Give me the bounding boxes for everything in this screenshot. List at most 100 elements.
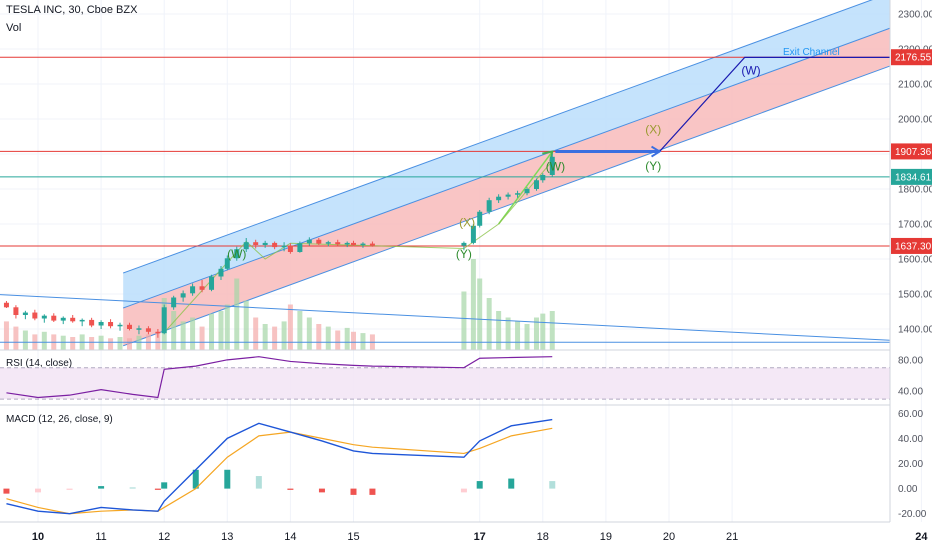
- volume-bar: [262, 324, 268, 350]
- candle[interactable]: [209, 274, 215, 292]
- candle[interactable]: [117, 322, 123, 331]
- candle[interactable]: [524, 187, 530, 196]
- price-tag-label: 2176.55: [895, 53, 932, 64]
- candle[interactable]: [234, 246, 240, 261]
- candle[interactable]: [360, 242, 366, 248]
- volume-bar: [136, 335, 142, 350]
- candle[interactable]: [51, 313, 57, 322]
- candle[interactable]: [272, 241, 278, 250]
- volume-bar: [477, 278, 483, 350]
- candle-body: [51, 315, 57, 321]
- candle[interactable]: [461, 241, 467, 251]
- volume-bar: [60, 335, 66, 350]
- channel-lower-line[interactable]: [123, 0, 932, 347]
- channel-upper-zone[interactable]: [123, 0, 932, 308]
- channel-upper-line[interactable]: [123, 0, 932, 274]
- macd-histogram-bar: [154, 488, 161, 490]
- candle-body: [218, 268, 224, 277]
- candle[interactable]: [171, 295, 177, 310]
- candle[interactable]: [98, 320, 104, 329]
- candle[interactable]: [161, 304, 167, 335]
- time-tick-label: 11: [95, 531, 106, 543]
- candle[interactable]: [190, 283, 196, 296]
- candle[interactable]: [281, 242, 287, 252]
- channel-middle-line[interactable]: [123, 0, 932, 309]
- volume-bar: [126, 338, 132, 350]
- wave-label: (W): [546, 159, 565, 173]
- candle[interactable]: [224, 255, 230, 271]
- candle[interactable]: [108, 319, 114, 329]
- candle[interactable]: [89, 317, 95, 328]
- candle[interactable]: [470, 224, 476, 245]
- macd-histogram-bar: [318, 488, 325, 493]
- drawing-lines[interactable]: [0, 56, 932, 350]
- candle[interactable]: [136, 325, 142, 335]
- candle[interactable]: [180, 290, 186, 302]
- price-tick-label: 1500.00: [898, 290, 932, 301]
- candle[interactable]: [3, 301, 9, 308]
- candle-body: [262, 242, 268, 245]
- candle[interactable]: [287, 243, 293, 254]
- candle[interactable]: [369, 241, 375, 247]
- candle[interactable]: [70, 315, 76, 323]
- candle[interactable]: [41, 314, 47, 323]
- candle[interactable]: [496, 194, 502, 203]
- time-axis[interactable]: 101112131415171819202124252627: [32, 531, 932, 543]
- candle[interactable]: [335, 239, 341, 246]
- candle[interactable]: [13, 305, 19, 319]
- volume-bar: [70, 337, 76, 350]
- candle[interactable]: [344, 241, 350, 248]
- candle[interactable]: [262, 240, 268, 248]
- green-wave-arrow[interactable]: [498, 151, 553, 225]
- candle[interactable]: [533, 178, 539, 191]
- candle[interactable]: [477, 210, 483, 228]
- macd-histogram-bar: [369, 488, 376, 495]
- candle[interactable]: [199, 280, 205, 293]
- candle[interactable]: [60, 316, 66, 325]
- candle[interactable]: [297, 241, 303, 253]
- macd-histogram-bar: [3, 488, 10, 494]
- candle[interactable]: [243, 238, 249, 252]
- price-tick-label: 1700.00: [898, 220, 932, 231]
- candle[interactable]: [126, 322, 132, 331]
- channel-lower-zone[interactable]: [123, 0, 932, 346]
- descending-trendline[interactable]: [0, 293, 932, 350]
- candle-body: [287, 245, 293, 252]
- wave-label: (W): [741, 64, 760, 78]
- candle[interactable]: [351, 240, 356, 247]
- regression-channel[interactable]: [123, 0, 932, 347]
- candle[interactable]: [486, 197, 492, 215]
- price-tag-label: 1834.61: [895, 172, 932, 183]
- candle[interactable]: [32, 309, 38, 321]
- candle[interactable]: [325, 240, 331, 247]
- volume-bar: [3, 321, 9, 350]
- candle[interactable]: [22, 310, 28, 320]
- candle[interactable]: [79, 318, 85, 327]
- time-tick-label: 21: [726, 531, 738, 543]
- macd-line[interactable]: [6, 418, 553, 515]
- wave-label: (Y): [645, 159, 661, 173]
- volume-bar: [540, 313, 546, 350]
- candle[interactable]: [218, 266, 224, 280]
- candle[interactable]: [549, 154, 555, 177]
- rsi-line[interactable]: [6, 356, 553, 399]
- candle[interactable]: [540, 173, 546, 183]
- candle-body: [470, 225, 476, 243]
- candle[interactable]: [306, 237, 312, 246]
- rsi-pane[interactable]: 80.00 40.00: [0, 355, 923, 400]
- candle[interactable]: [145, 326, 151, 335]
- volume-bar: [98, 335, 104, 350]
- candle[interactable]: [316, 238, 322, 245]
- candle[interactable]: [505, 192, 511, 200]
- candle[interactable]: [515, 190, 521, 198]
- macd-pane[interactable]: 60.00 40.00 20.00 0.00 -20.00: [3, 409, 927, 520]
- candle[interactable]: [155, 329, 161, 338]
- macd-histogram-bar: [549, 481, 556, 489]
- candle[interactable]: [253, 239, 259, 249]
- candlesticks[interactable]: [3, 154, 555, 338]
- macd-signal-line[interactable]: [6, 427, 553, 515]
- candle-body: [136, 328, 142, 330]
- candle-body: [98, 322, 104, 326]
- macd-histogram-bar: [255, 476, 262, 489]
